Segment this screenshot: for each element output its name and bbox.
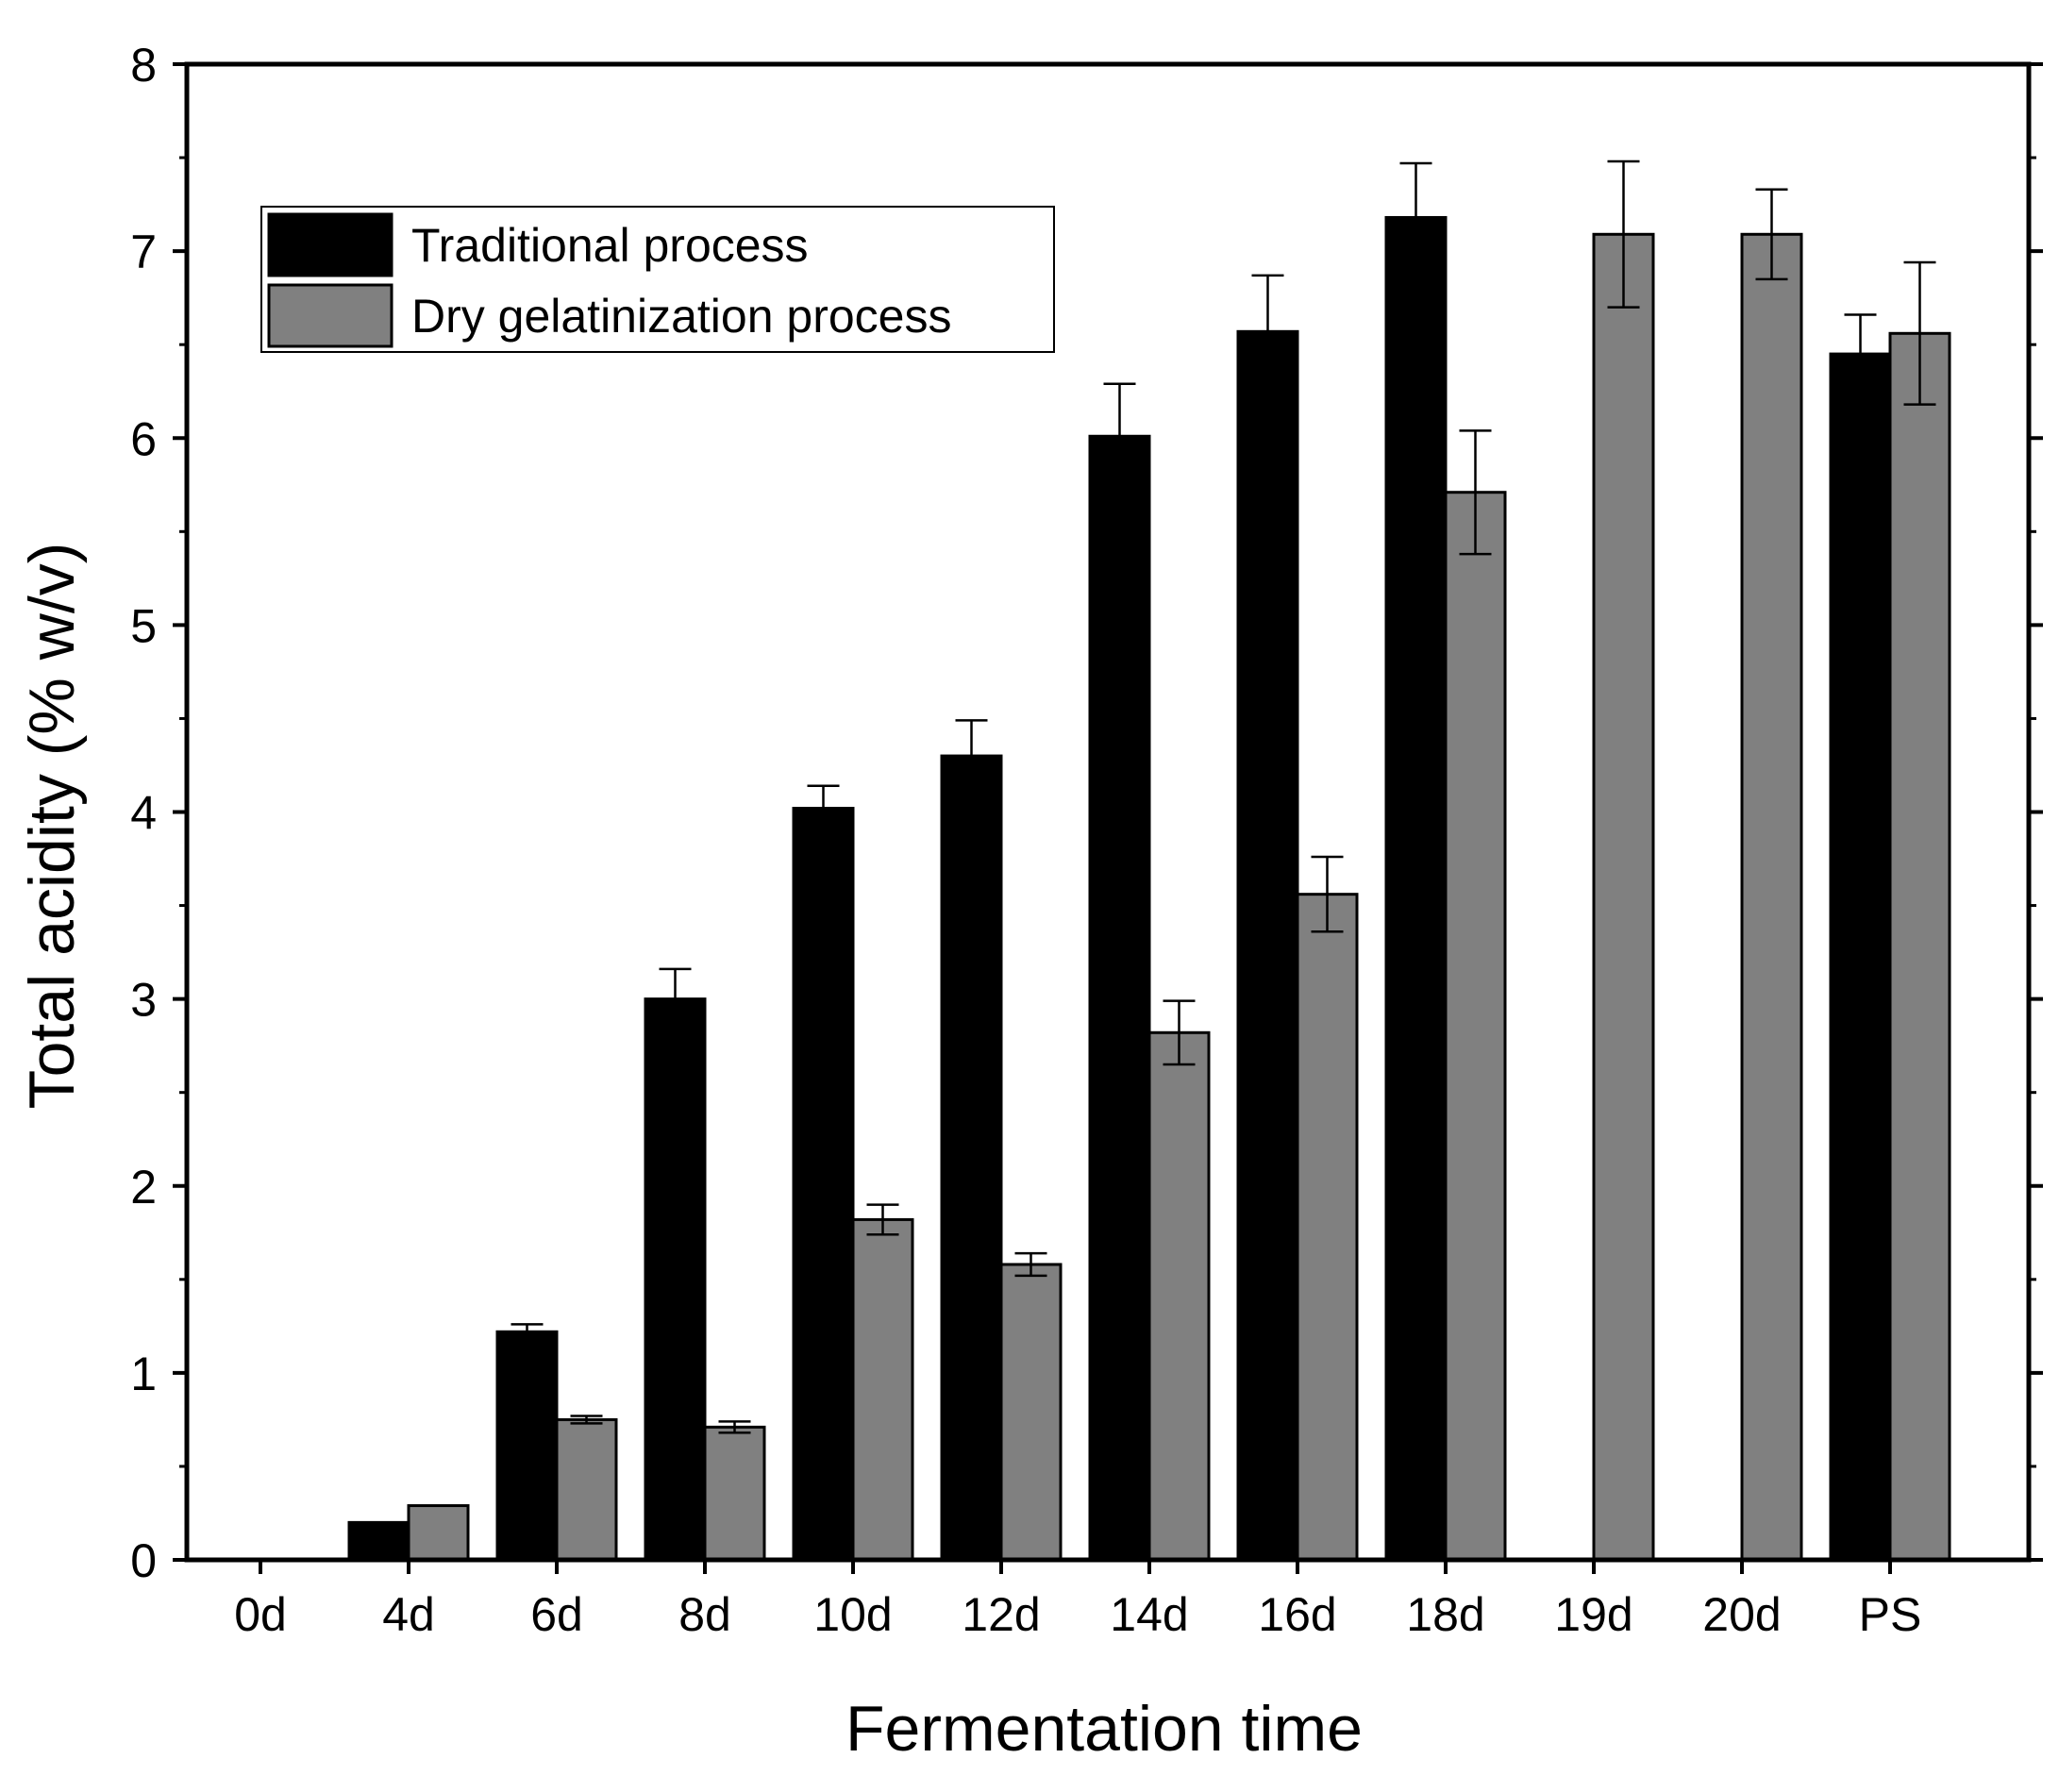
bar-dry-gelatinization-18d (1444, 491, 1507, 1562)
bar-dry-gelatinization-19d (1592, 232, 1655, 1562)
bar-traditional-12d (940, 754, 1003, 1562)
x-tick-label-8d: 8d (678, 1588, 731, 1641)
x-tick-label-18d: 18d (1406, 1588, 1484, 1641)
bar-traditional-18d (1384, 215, 1448, 1562)
y-tick-label-6: 6 (130, 412, 157, 465)
bar-dry-gelatinization-14d (1147, 1030, 1211, 1562)
legend: Traditional process Dry gelatinization p… (260, 206, 1055, 353)
x-tick-label-4d: 4d (382, 1588, 435, 1641)
x-axis-title: Fermentation time (845, 1693, 1363, 1765)
x-tick-label-19d: 19d (1554, 1588, 1632, 1641)
axes-layer: 0 1 2 3 4 5 6 7 8 0d 4d 6d 8d 10d 12d 14d 16d 18d 19d 20d PS (130, 39, 2043, 1641)
bar-dry-gelatinization-12d (999, 1263, 1063, 1562)
y-axis-title: Total acidity (% w/v) (16, 543, 88, 1110)
y-tick-label-7: 7 (130, 226, 157, 278)
bar-dry-gelatinization-6d (555, 1417, 618, 1562)
legend-label-traditional: Traditional process (411, 219, 809, 272)
x-tick-label-0d: 0d (234, 1588, 287, 1641)
x-tick-label-16d: 16d (1258, 1588, 1336, 1641)
bar-dry-gelatinization-20d (1740, 232, 1803, 1562)
bar-traditional-4d (347, 1520, 410, 1562)
bar-dry-gelatinization-10d (851, 1217, 914, 1562)
y-tick-label-2: 2 (130, 1161, 157, 1214)
x-tick-label-14d: 14d (1110, 1588, 1188, 1641)
bar-dry-gelatinization-PS (1888, 331, 1951, 1562)
x-tick-label-12d: 12d (962, 1588, 1040, 1641)
legend-swatch-traditional (267, 212, 393, 277)
y-tick-label-0: 0 (130, 1534, 157, 1587)
bar-traditional-14d (1088, 434, 1151, 1562)
legend-label-dry-gelatinization: Dry gelatinization process (411, 290, 952, 343)
y-tick-label-3: 3 (130, 974, 157, 1027)
bars-layer (347, 159, 1951, 1562)
y-tick-label-1: 1 (130, 1348, 157, 1400)
x-tick-label-10d: 10d (813, 1588, 892, 1641)
y-tick-label-4: 4 (130, 787, 157, 840)
bar-traditional-16d (1236, 329, 1299, 1562)
y-tick-label-8: 8 (130, 39, 157, 92)
bar-dry-gelatinization-16d (1296, 893, 1359, 1562)
legend-swatch-dry-gelatinization (267, 283, 393, 348)
bar-traditional-8d (644, 997, 707, 1562)
bar-traditional-PS (1829, 352, 1892, 1562)
legend-box (260, 206, 1055, 353)
bar-traditional-6d (495, 1330, 559, 1562)
x-tick-label-20d: 20d (1702, 1588, 1781, 1641)
bar-traditional-10d (792, 807, 855, 1562)
y-tick-label-5: 5 (130, 599, 157, 652)
x-tick-label-6d: 6d (530, 1588, 583, 1641)
bar-dry-gelatinization-4d (407, 1504, 470, 1562)
x-tick-label-PS: PS (1859, 1588, 1922, 1641)
bar-dry-gelatinization-8d (703, 1425, 766, 1562)
